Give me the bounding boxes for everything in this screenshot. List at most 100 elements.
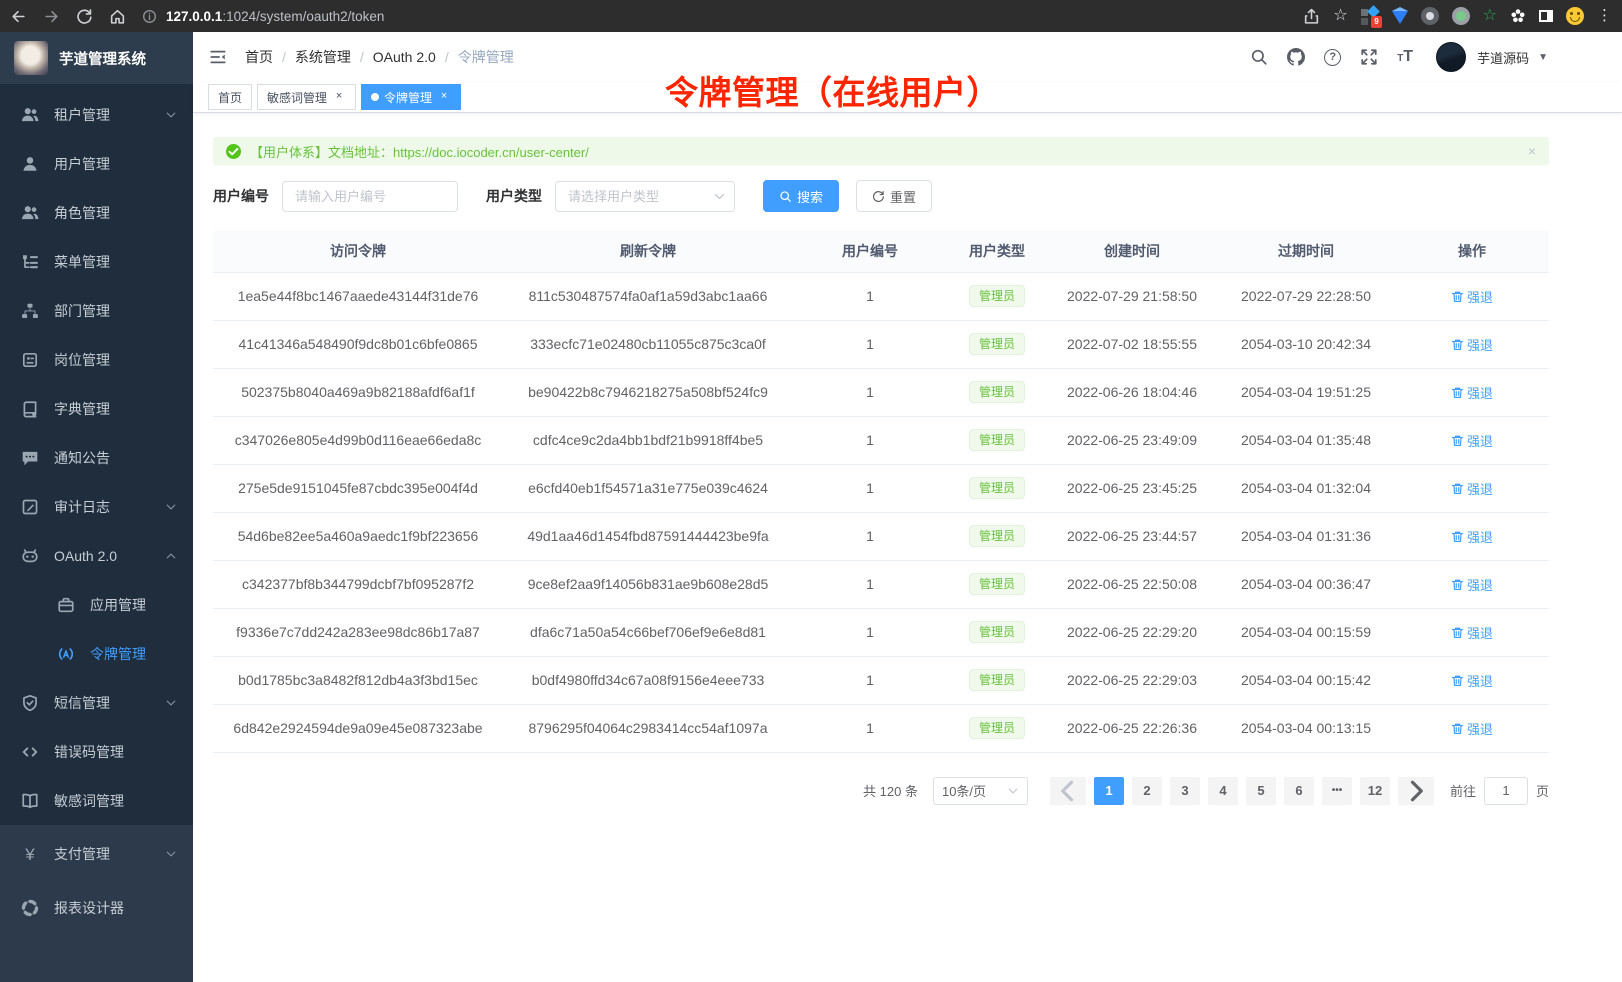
breadcrumb-item[interactable]: OAuth 2.0 bbox=[372, 49, 436, 65]
flower-extension-icon[interactable] bbox=[1510, 8, 1526, 24]
sidebar-item-tenant[interactable]: 租户管理 bbox=[0, 90, 193, 139]
star-icon[interactable]: ☆ bbox=[1333, 7, 1348, 24]
created-at-cell: 2022-06-25 23:45:25 bbox=[1047, 464, 1217, 513]
sidebar-item-user[interactable]: 用户管理 bbox=[0, 139, 193, 188]
page-button-1[interactable]: 1 bbox=[1093, 776, 1124, 805]
extension-circle-icon[interactable] bbox=[1420, 7, 1439, 25]
page-button-6[interactable]: 6 bbox=[1283, 776, 1314, 805]
sidebar-item-oauth2-app[interactable]: 应用管理 bbox=[0, 580, 193, 629]
sidebar-item-sms[interactable]: 短信管理 bbox=[0, 678, 193, 727]
sidebar-item-label: 部门管理 bbox=[54, 302, 110, 319]
sidebar-item-oauth2-token[interactable]: 令牌管理 bbox=[0, 629, 193, 678]
refresh-token-cell: 333ecfc71e02480cb11055c875c3ca0f bbox=[503, 320, 793, 369]
share-icon[interactable] bbox=[1303, 8, 1320, 25]
extension-icon[interactable]: 9 bbox=[1360, 5, 1382, 28]
sidebar-item-report[interactable]: 报表设计器 bbox=[0, 881, 193, 935]
close-icon[interactable]: × bbox=[440, 90, 448, 102]
fullscreen-icon[interactable] bbox=[1360, 48, 1378, 66]
created-at-cell: 2022-06-25 23:44:57 bbox=[1047, 512, 1217, 561]
force-logout-button[interactable]: 强退 bbox=[1451, 287, 1493, 306]
expires-at-cell: 2054-03-04 00:13:15 bbox=[1217, 704, 1395, 753]
table-body: 1ea5e44f8bc1467aaede43144f31de76 811c5304… bbox=[213, 272, 1549, 753]
page-size-select[interactable]: 10条/页 bbox=[932, 776, 1028, 805]
close-icon[interactable]: × bbox=[335, 90, 343, 102]
lifering-icon bbox=[21, 899, 39, 917]
page-button-5[interactable]: 5 bbox=[1245, 776, 1276, 805]
user-id-input[interactable] bbox=[282, 180, 458, 212]
sidebar-item-notice[interactable]: 通知公告 bbox=[0, 433, 193, 482]
force-logout-button[interactable]: 强退 bbox=[1451, 527, 1493, 546]
breadcrumb-item[interactable]: 系统管理 bbox=[294, 49, 351, 65]
tab-敏感词管理[interactable]: 敏感词管理 × bbox=[257, 84, 357, 110]
sidebar-item-post[interactable]: 岗位管理 bbox=[0, 335, 193, 384]
force-logout-label: 强退 bbox=[1466, 481, 1493, 497]
emoji-avatar-icon[interactable] bbox=[1566, 7, 1584, 25]
app-logo[interactable]: 芋道管理系统 bbox=[0, 32, 193, 84]
alert-doc-link[interactable]: https://doc.iocoder.cn/user-center/ bbox=[393, 144, 589, 160]
success-check-icon bbox=[226, 143, 241, 159]
page-button-12[interactable]: 12 bbox=[1359, 776, 1390, 805]
sidebar-toggle-icon[interactable] bbox=[1539, 10, 1553, 22]
access-token-cell: c342377bf8b344799dcbf7bf095287f2 bbox=[213, 560, 503, 609]
green-star-extension-icon[interactable]: ☆ bbox=[1482, 7, 1497, 24]
force-logout-button[interactable]: 强退 bbox=[1451, 335, 1493, 354]
users-icon bbox=[21, 204, 39, 222]
page-button-2[interactable]: 2 bbox=[1131, 776, 1162, 805]
breadcrumb-item[interactable]: 首页 bbox=[245, 49, 273, 65]
browser-menu-icon[interactable]: ⋮ bbox=[1597, 7, 1612, 24]
sidebar-item-pay[interactable]: ¥ 支付管理 bbox=[0, 827, 193, 881]
tab-首页[interactable]: 首页 bbox=[208, 84, 253, 110]
page-button-3[interactable]: 3 bbox=[1169, 776, 1200, 805]
sidebar-item-label: 审计日志 bbox=[54, 498, 110, 515]
next-page-button[interactable] bbox=[1397, 776, 1434, 805]
address-bar[interactable]: 127.0.0.1:1024/system/oauth2/token bbox=[142, 9, 1291, 24]
user-type-select[interactable] bbox=[555, 180, 735, 212]
force-logout-button[interactable]: 强退 bbox=[1451, 383, 1493, 402]
sidebar-item-dept[interactable]: 部门管理 bbox=[0, 286, 193, 335]
sidebar-item-label: 错误码管理 bbox=[54, 743, 124, 760]
sidebar-item-role[interactable]: 角色管理 bbox=[0, 188, 193, 237]
help-icon[interactable]: ? bbox=[1324, 48, 1342, 66]
user-avatar[interactable] bbox=[1436, 42, 1467, 72]
search-icon[interactable] bbox=[1250, 48, 1268, 66]
github-icon[interactable] bbox=[1287, 48, 1306, 66]
gem-extension-icon[interactable] bbox=[1391, 7, 1408, 24]
reset-button[interactable]: 重置 bbox=[856, 180, 933, 212]
sidebar-item-menu[interactable]: 菜单管理 bbox=[0, 237, 193, 286]
back-icon[interactable] bbox=[10, 8, 27, 25]
prev-page-button[interactable] bbox=[1049, 776, 1086, 805]
book-open-icon bbox=[21, 792, 39, 810]
sidebar-item-dict[interactable]: 字典管理 bbox=[0, 384, 193, 433]
force-logout-label: 强退 bbox=[1466, 433, 1493, 449]
user-type-badge: 管理员 bbox=[968, 285, 1025, 307]
sidebar-item-audit-log[interactable]: 审计日志 bbox=[0, 482, 193, 531]
force-logout-button[interactable]: 强退 bbox=[1451, 671, 1493, 690]
page-button-4[interactable]: 4 bbox=[1207, 776, 1238, 805]
sidebar-item-oauth2[interactable]: OAuth 2.0 bbox=[0, 531, 193, 580]
force-logout-button[interactable]: 强退 bbox=[1451, 575, 1493, 594]
user-type-badge: 管理员 bbox=[968, 381, 1025, 403]
sidebar-item-sensitive[interactable]: 敏感词管理 bbox=[0, 776, 193, 825]
goto-page-input[interactable] bbox=[1483, 776, 1528, 805]
collapse-sidebar-icon[interactable] bbox=[208, 48, 228, 66]
more-pages-button[interactable]: ••• bbox=[1321, 776, 1352, 805]
force-logout-button[interactable]: 强退 bbox=[1451, 431, 1493, 450]
caret-down-icon[interactable]: ▼ bbox=[1538, 51, 1548, 63]
tab-令牌管理[interactable]: 令牌管理 × bbox=[361, 84, 462, 110]
alert-close-icon[interactable]: × bbox=[1527, 143, 1536, 159]
sidebar-item-error-code[interactable]: 错误码管理 bbox=[0, 727, 193, 776]
forward-icon[interactable] bbox=[43, 8, 60, 25]
search-button[interactable]: 搜索 bbox=[763, 180, 840, 212]
force-logout-button[interactable]: 强退 bbox=[1451, 719, 1493, 738]
force-logout-button[interactable]: 强退 bbox=[1451, 623, 1493, 642]
username[interactable]: 芋道源码 bbox=[1477, 50, 1530, 66]
logo-avatar bbox=[14, 41, 48, 75]
home-icon[interactable] bbox=[109, 8, 126, 25]
extension-green-dot-icon[interactable] bbox=[1451, 7, 1470, 25]
created-at-cell: 2022-07-02 18:55:55 bbox=[1047, 320, 1217, 369]
table-row: f9336e7c7dd242a283ee98dc86b17a87 dfa6c71a… bbox=[213, 608, 1549, 657]
force-logout-label: 强退 bbox=[1466, 385, 1493, 401]
force-logout-button[interactable]: 强退 bbox=[1451, 479, 1493, 498]
reload-icon[interactable] bbox=[76, 8, 93, 25]
